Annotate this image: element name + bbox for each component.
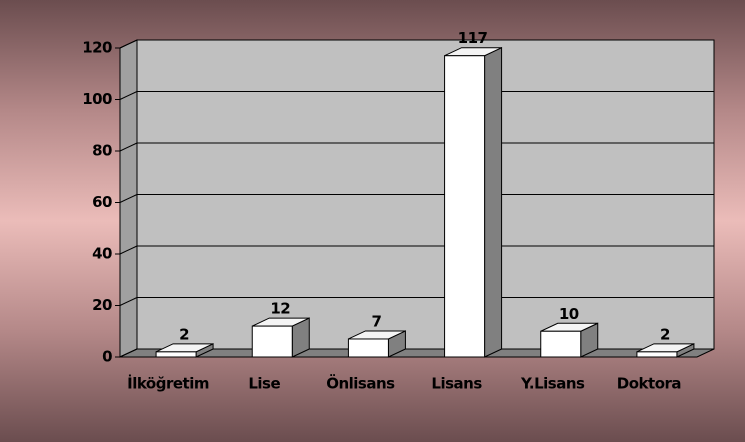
value-label: 2 [660,325,670,343]
grid-line [119,194,138,203]
x-tick-label: Lisans [431,375,482,393]
grid-line [119,245,138,255]
grid-line [119,348,138,358]
bar [444,55,486,358]
x-tick-label: Y.Lisans [520,375,585,393]
grid-line [119,297,138,306]
bar [155,351,197,358]
y-tick-label: 80 [92,142,112,160]
y-tick-label: 40 [92,245,112,263]
bar [540,330,582,358]
bar-side [484,46,503,358]
y-tick-label: 0 [102,348,112,366]
bar [347,338,389,358]
y-tick-label: 60 [92,193,112,211]
value-label: 2 [179,325,189,343]
x-tick-label: Lise [248,375,280,393]
grid-line [119,142,138,152]
value-label: 7 [371,312,381,330]
value-label: 10 [559,305,579,323]
x-tick-label: İlköğretim [127,374,209,393]
value-label: 12 [270,300,290,318]
y-tick-label: 120 [82,39,112,57]
y-tick-label: 20 [92,296,112,314]
bar [251,325,293,358]
grid-line [119,91,138,100]
grid-line [119,39,138,49]
y-tick-label: 100 [82,90,112,108]
x-tick-label: Önlisans [326,374,395,393]
x-tick-label: Doktora [617,375,681,393]
bar [636,351,678,358]
value-label: 117 [458,29,488,47]
